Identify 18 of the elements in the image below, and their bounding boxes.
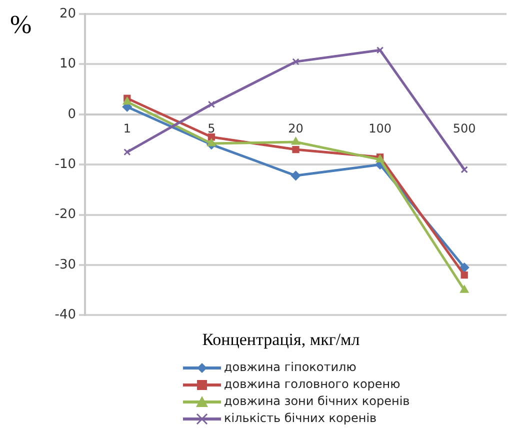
y-tick-label: 20 [59, 6, 76, 22]
y-tick-label: -20 [54, 207, 76, 222]
x-tick-label: 20 [288, 122, 304, 136]
legend-label: кількість бічних коренів [224, 411, 377, 425]
y-tick-label: -40 [54, 308, 76, 323]
legend-label: довжина гіпокотилю [224, 360, 356, 374]
x-axis-title: Концентрація, мкг/мл [201, 330, 361, 350]
x-tick-label: 100 [368, 122, 392, 136]
y-tick-label: 10 [59, 56, 76, 72]
y-axis-title: % [10, 10, 32, 40]
legend-label: довжина зони бічних коренів [224, 394, 410, 408]
y-tick-label: 0 [68, 106, 76, 122]
y-tick-label: -10 [54, 156, 76, 172]
x-tick-label: 1 [123, 122, 131, 136]
legend-label: довжина головного кореню [224, 377, 400, 391]
x-tick-label: 500 [452, 122, 476, 136]
y-tick-label: -30 [54, 257, 76, 272]
x-tick-label: 5 [208, 122, 216, 136]
